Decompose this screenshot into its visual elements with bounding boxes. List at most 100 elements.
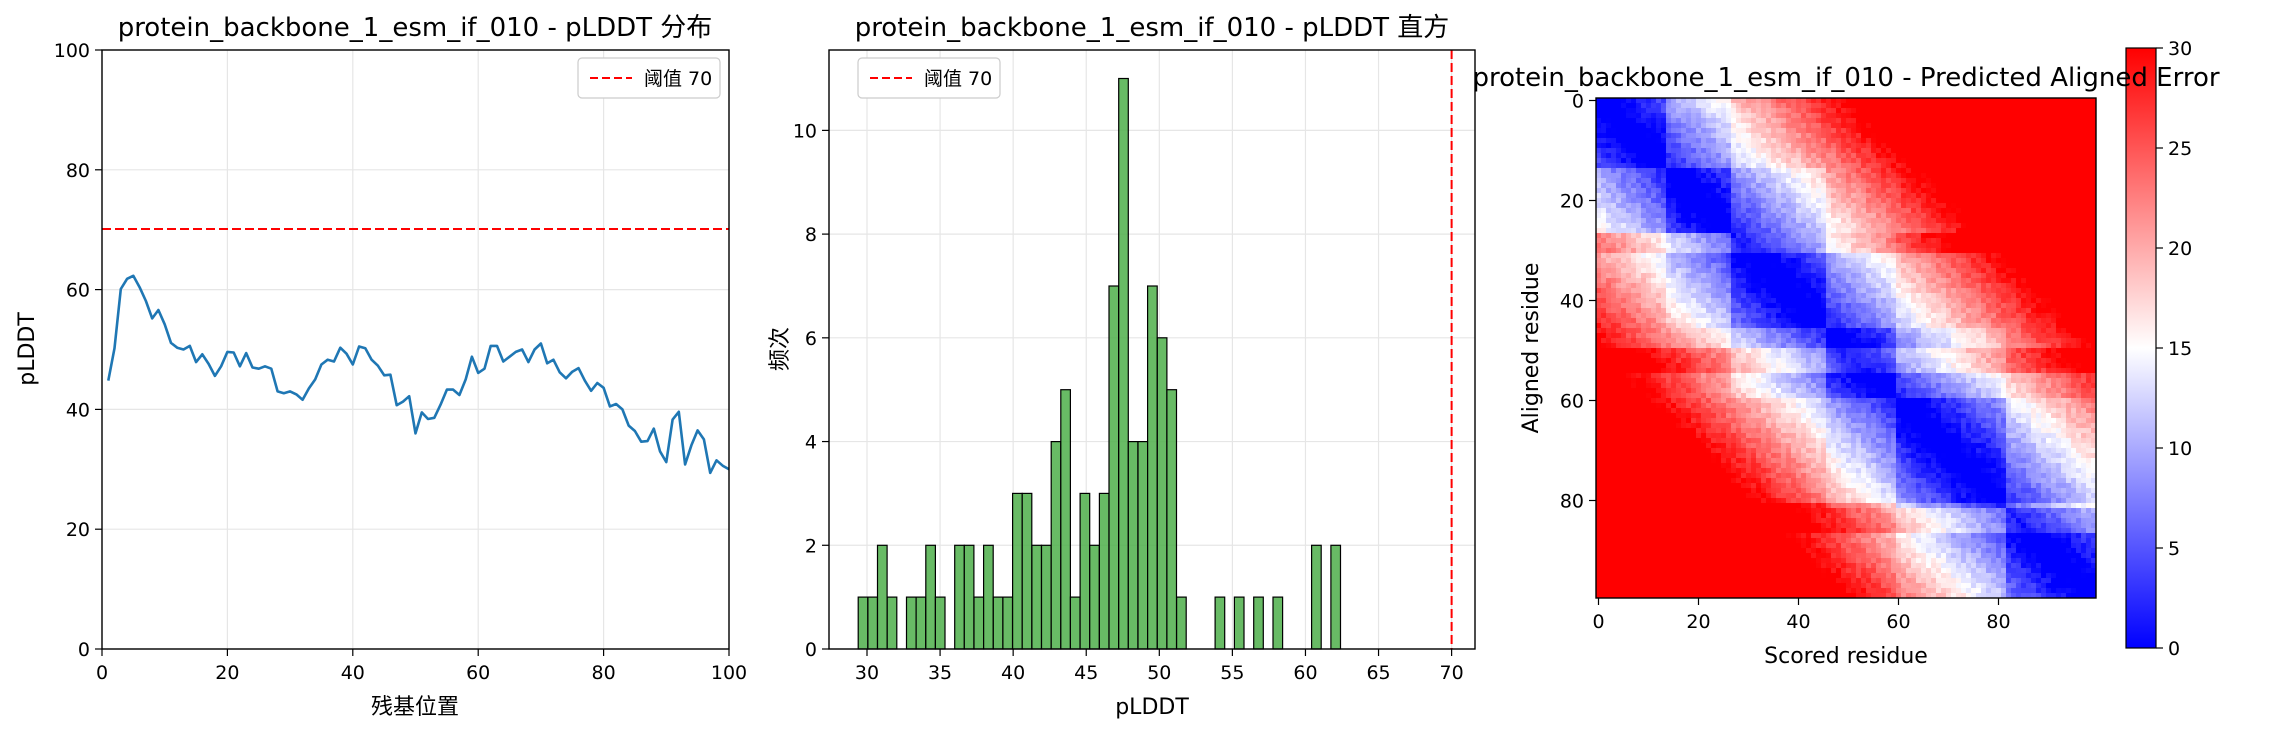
- pae-cell: [1866, 108, 1872, 114]
- pae-cell: [1956, 128, 1962, 134]
- pae-cell: [1986, 203, 1992, 209]
- pae-cell: [1601, 298, 1607, 304]
- pae-cell: [1851, 243, 1857, 249]
- pae-cell: [1786, 228, 1792, 234]
- pae-cell: [1611, 228, 1617, 234]
- pae-cell: [1641, 198, 1647, 204]
- pae-cell: [1961, 103, 1967, 109]
- pae-cell: [1671, 168, 1677, 174]
- pae-cell: [1651, 228, 1657, 234]
- pae-cell: [1656, 338, 1662, 344]
- pae-cell: [1976, 163, 1982, 169]
- pae-cell: [1956, 318, 1962, 324]
- pae-cell: [1971, 108, 1977, 114]
- pae-cell: [1956, 243, 1962, 249]
- pae-cell: [2046, 283, 2052, 289]
- pae-cell: [1806, 168, 1812, 174]
- pae-cell: [2036, 303, 2042, 309]
- pae-cell: [2041, 188, 2047, 194]
- pae-cell: [1971, 138, 1977, 144]
- pae-cell: [1741, 293, 1747, 299]
- pae-cell: [1796, 123, 1802, 129]
- pae-cell: [1876, 138, 1882, 144]
- pae-cell: [1741, 143, 1747, 149]
- pae-cell: [1711, 118, 1717, 124]
- line-gridlines: [101, 49, 730, 650]
- pae-cell: [1906, 203, 1912, 209]
- pae-cell: [1991, 183, 1997, 189]
- pae-cell: [2071, 128, 2077, 134]
- pae-cell: [1701, 168, 1707, 174]
- pae-cell: [1731, 133, 1737, 139]
- pae-cell: [2071, 143, 2077, 149]
- pae-cell: [1651, 288, 1657, 294]
- pae-cell: [1991, 98, 1997, 104]
- pae-cell: [1921, 198, 1927, 204]
- pae-cell: [1931, 203, 1937, 209]
- pae-cell: [1756, 238, 1762, 244]
- pae-cell: [1681, 248, 1687, 254]
- pae-cell: [1736, 328, 1742, 334]
- pae-cell: [1731, 108, 1737, 114]
- pae-cell: [1771, 248, 1777, 254]
- pae-cell: [1821, 278, 1827, 284]
- pae-cell: [1706, 273, 1712, 279]
- pae-cell: [1916, 143, 1922, 149]
- pae-cell: [1806, 263, 1812, 269]
- pae-cell: [1931, 308, 1937, 314]
- pae-cell: [1606, 103, 1612, 109]
- pae-cell: [1661, 273, 1667, 279]
- pae-cell: [1641, 168, 1647, 174]
- pae-cell: [1731, 98, 1737, 104]
- pae-cell: [2001, 263, 2007, 269]
- pae-cell: [1916, 113, 1922, 119]
- pae-cell: [1951, 218, 1957, 224]
- pae-cell: [2016, 98, 2022, 104]
- pae-cell: [1741, 338, 1747, 344]
- pae-cell: [1966, 323, 1972, 329]
- pae-cell: [2081, 318, 2087, 324]
- pae-cell: [1731, 173, 1737, 179]
- pae-cell: [1836, 338, 1842, 344]
- pae-cell: [1791, 238, 1797, 244]
- pae-cell: [1816, 103, 1822, 109]
- pae-cell: [1986, 128, 1992, 134]
- pae-cell: [1796, 313, 1802, 319]
- pae-cell: [1596, 153, 1602, 159]
- pae-cell: [1601, 313, 1607, 319]
- pae-cell: [2021, 128, 2027, 134]
- pae-cell: [1941, 308, 1947, 314]
- pae-cell: [1956, 198, 1962, 204]
- pae-cell: [1646, 303, 1652, 309]
- pae-cell: [1771, 108, 1777, 114]
- pae-cell: [1646, 168, 1652, 174]
- pae-cell: [1921, 288, 1927, 294]
- pae-cell: [1926, 153, 1932, 159]
- pae-cell: [1611, 323, 1617, 329]
- pae-cell: [1881, 268, 1887, 274]
- pae-cell: [1761, 98, 1767, 104]
- pae-cell: [1616, 173, 1622, 179]
- pae-cell: [1616, 178, 1622, 184]
- pae-cell: [2081, 273, 2087, 279]
- pae-cell: [1871, 248, 1877, 254]
- pae-cell: [1761, 313, 1767, 319]
- pae-cell: [1931, 243, 1937, 249]
- pae-cell: [1896, 313, 1902, 319]
- pae-cell: [1721, 228, 1727, 234]
- pae-cell: [1671, 198, 1677, 204]
- pae-cell: [1981, 238, 1987, 244]
- pae-cell: [1606, 243, 1612, 249]
- pae-cell: [2041, 158, 2047, 164]
- pae-cell: [1626, 183, 1632, 189]
- pae-cell: [1786, 283, 1792, 289]
- pae-cell: [1791, 123, 1797, 129]
- pae-cell: [1856, 168, 1862, 174]
- pae-cell: [1636, 298, 1642, 304]
- pae-cell: [1871, 138, 1877, 144]
- pae-cell: [1676, 248, 1682, 254]
- pae-cell: [1801, 98, 1807, 104]
- pae-cell: [2016, 253, 2022, 259]
- pae-cell: [2001, 183, 2007, 189]
- pae-cell: [1686, 278, 1692, 284]
